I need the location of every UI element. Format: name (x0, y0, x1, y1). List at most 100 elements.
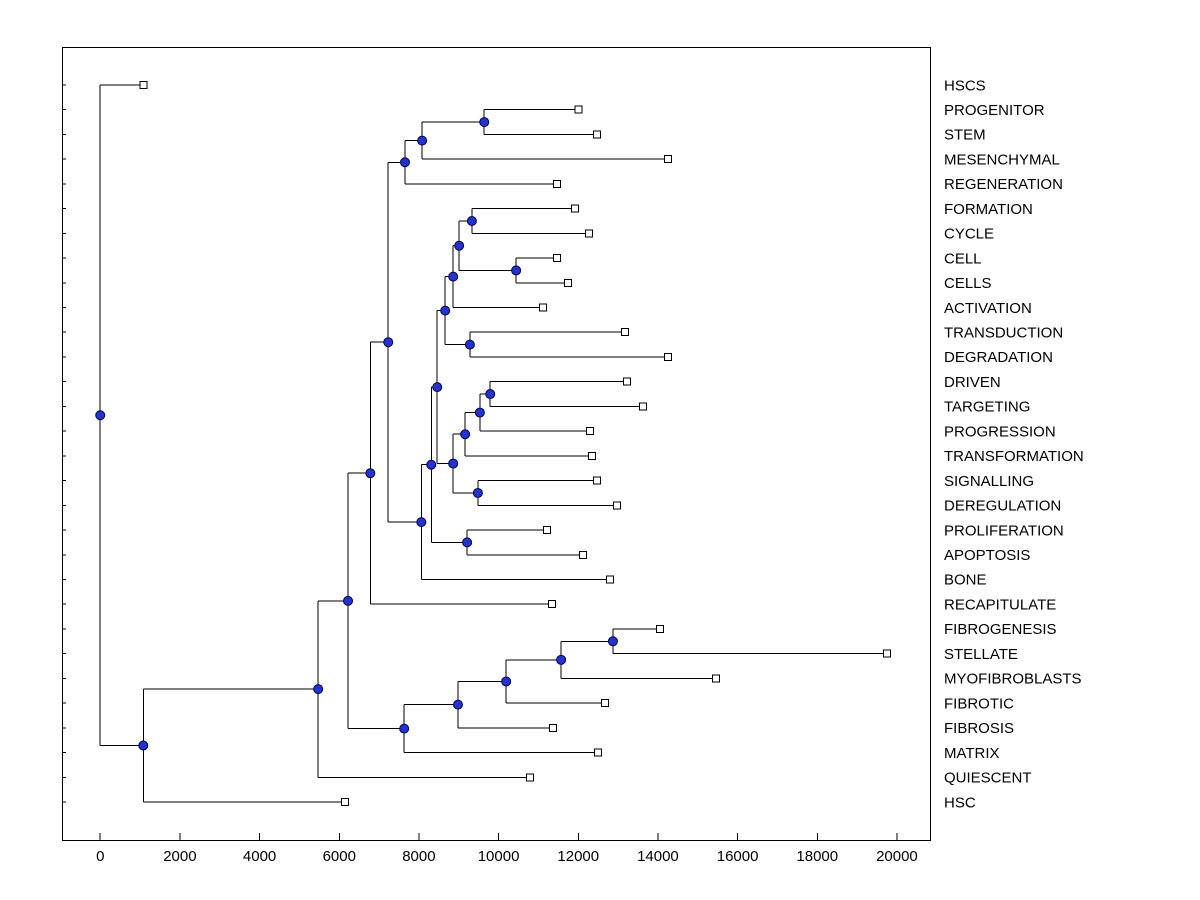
leaf-marker (592, 476, 601, 485)
leaf-marker (586, 427, 595, 436)
leaf-marker (549, 723, 558, 732)
leaf-label: DRIVEN (944, 374, 1001, 391)
leaf-label: SIGNALLING (944, 473, 1034, 490)
internal-node-marker (466, 215, 477, 226)
leaf-label: QUIESCENT (944, 770, 1032, 787)
leaf-label: STEM (944, 127, 986, 144)
leaf-label: FIBROGENESIS (944, 621, 1057, 638)
x-tick-label: 20000 (876, 848, 918, 865)
x-tick-label: 6000 (323, 848, 356, 865)
leaf-label: MATRIX (944, 745, 1000, 762)
leaf-label: MYOFIBROBLASTS (944, 671, 1082, 688)
x-tick-label: 4000 (243, 848, 276, 865)
x-tick-label: 12000 (557, 848, 599, 865)
leaf-label: PROGENITOR (944, 102, 1045, 119)
x-tick-label: 18000 (796, 848, 838, 865)
x-tick-label: 10000 (478, 848, 520, 865)
internal-node-marker (440, 305, 451, 316)
leaf-marker (547, 600, 556, 609)
x-tick-label: 2000 (163, 848, 196, 865)
leaf-marker (600, 699, 609, 708)
leaf-label: STELLATE (944, 646, 1018, 663)
leaf-marker (579, 550, 588, 559)
internal-node-marker (501, 676, 512, 687)
leaf-label: BONE (944, 572, 987, 589)
internal-node-marker (607, 636, 618, 647)
leaf-marker (622, 377, 631, 386)
leaf-label: CELLS (944, 275, 992, 292)
internal-node-marker (138, 740, 149, 751)
leaf-marker (588, 451, 597, 460)
leaf-marker (526, 773, 535, 782)
leaf-label: REGENERATION (944, 176, 1063, 193)
internal-node-marker (485, 389, 496, 400)
leaf-marker (563, 278, 572, 287)
x-tick-label: 14000 (637, 848, 679, 865)
leaf-marker (543, 526, 552, 535)
internal-node-marker (448, 458, 459, 469)
leaf-marker (663, 155, 672, 164)
x-tick-label: 16000 (717, 848, 759, 865)
internal-node-marker (313, 684, 324, 695)
leaf-label: CELL (944, 250, 982, 267)
leaf-label: RECAPITULATE (944, 596, 1056, 613)
internal-node-marker (454, 240, 465, 251)
leaf-label: FORMATION (944, 201, 1033, 218)
leaf-marker (639, 402, 648, 411)
leaf-marker (139, 81, 148, 89)
leaf-label: TRANSFORMATION (944, 448, 1084, 465)
internal-node-marker (448, 271, 459, 282)
plot-border (62, 47, 931, 841)
leaf-label: DEREGULATION (944, 498, 1061, 515)
leaf-label: PROLIFERATION (944, 522, 1064, 539)
internal-node-marker (432, 382, 443, 393)
leaf-label: FIBROSIS (944, 720, 1014, 737)
leaf-label: HSCS (944, 77, 986, 94)
internal-node-marker (460, 429, 471, 440)
leaf-label: APOPTOSIS (944, 547, 1030, 564)
leaf-marker (663, 352, 672, 361)
leaf-label: PROGRESSION (944, 423, 1056, 440)
leaf-marker (574, 105, 583, 114)
leaf-label: HSC (944, 794, 976, 811)
internal-node-marker (511, 265, 522, 276)
leaf-marker (882, 649, 891, 658)
leaf-label: DEGRADATION (944, 349, 1053, 366)
internal-node-marker (399, 157, 410, 168)
leaf-marker (571, 204, 580, 213)
internal-node-marker (474, 407, 485, 418)
x-tick-label: 0 (96, 848, 104, 865)
internal-node-marker (399, 723, 410, 734)
leaf-marker (620, 328, 629, 337)
internal-node-marker (417, 135, 428, 146)
leaf-marker (539, 303, 548, 312)
internal-node-marker (383, 337, 394, 348)
leaf-marker (606, 575, 615, 584)
leaf-marker (553, 179, 562, 188)
leaf-marker (612, 501, 621, 510)
leaf-label: CYCLE (944, 226, 994, 243)
leaf-label: MESENCHYMAL (944, 151, 1060, 168)
leaf-marker (592, 130, 601, 139)
internal-node-marker (556, 654, 567, 665)
leaf-marker (655, 624, 664, 633)
leaf-marker (341, 798, 350, 806)
internal-node-marker (426, 459, 437, 470)
leaf-label: TRANSDUCTION (944, 324, 1063, 341)
internal-node-marker (416, 517, 427, 528)
leaf-label: TARGETING (944, 399, 1030, 416)
leaf-label: FIBROTIC (944, 695, 1014, 712)
leaf-label: ACTIVATION (944, 300, 1032, 317)
internal-node-marker (365, 468, 376, 479)
internal-node-marker (472, 487, 483, 498)
internal-node-marker (452, 699, 463, 710)
leaf-marker (712, 674, 721, 683)
leaf-marker (594, 748, 603, 757)
internal-node-marker (464, 339, 475, 350)
internal-node-marker (479, 117, 490, 128)
leaf-marker (553, 254, 562, 263)
internal-node-marker (95, 410, 106, 421)
internal-node-marker (343, 595, 354, 606)
